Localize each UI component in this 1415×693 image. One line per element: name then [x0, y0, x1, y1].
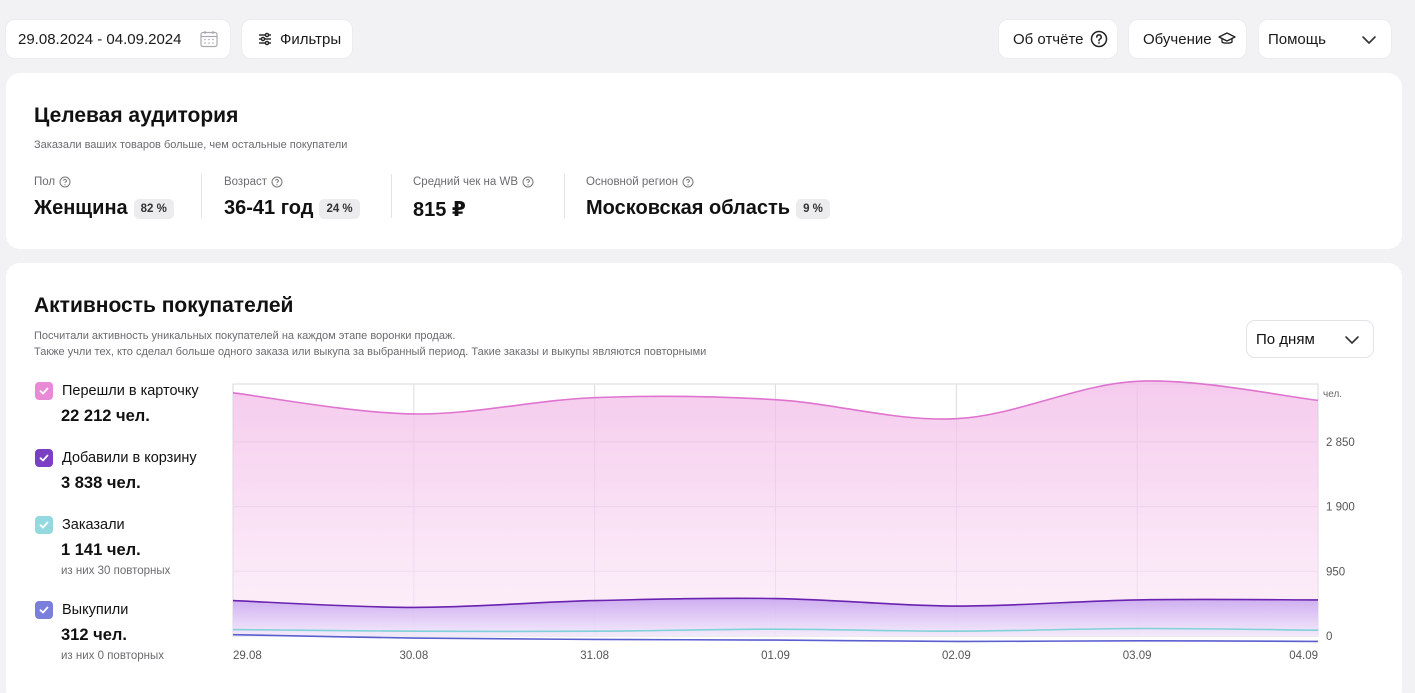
target-audience-card: Целевая аудитория Заказали ваших товаров… — [6, 73, 1402, 249]
x-tick-label: 03.09 — [1123, 650, 1152, 662]
activity-chart: 29.08 30.08 31.08 01.09 02.09 03.09 04.09 0 950 1… — [232, 380, 1355, 662]
learning-button[interactable]: Обучение — [1128, 19, 1247, 59]
divider — [564, 174, 565, 218]
y-tick-label: 2 850 — [1326, 437, 1355, 449]
help-label: Помощь — [1268, 30, 1326, 48]
y-tick-label: 0 — [1326, 631, 1332, 643]
series-ordered-line — [232, 627, 1319, 633]
metric-label: Возраст — [224, 176, 268, 188]
audience-title: Целевая аудитория — [34, 104, 239, 127]
metric-value: Московская область — [586, 197, 791, 219]
metric-value: Женщина — [34, 197, 128, 219]
period-select[interactable]: По дням — [1246, 320, 1374, 358]
metric-label: Основной регион — [586, 176, 679, 188]
chevron-down-icon — [1345, 336, 1359, 344]
legend-note: из них 0 повторных — [61, 650, 164, 662]
toolbar: 29.08.2024 - 04.09.2024 Фильтры Об отчёт… — [0, 19, 1415, 59]
date-range-text: 29.08.2024 - 04.09.2024 — [18, 30, 182, 48]
legend-value: 1 141 чел. — [61, 541, 141, 559]
legend-name: Выкупили — [62, 602, 129, 618]
help-dropdown[interactable]: Помощь — [1258, 19, 1392, 59]
metric-label: Средний чек на WB — [413, 176, 519, 188]
legend-item-card-visits[interactable]: Перешли в карточку 22 212 чел. — [35, 382, 199, 426]
help-icon[interactable] — [59, 176, 71, 188]
y-tick-label: 1 900 — [1326, 502, 1355, 514]
metric-gender: Пол Женщина 82 % — [34, 175, 174, 220]
legend-item-added-to-cart[interactable]: Добавили в корзину 3 838 чел. — [35, 449, 197, 493]
help-icon[interactable] — [682, 176, 694, 188]
activity-title: Активность покупателей — [34, 294, 294, 317]
date-range-picker[interactable]: 29.08.2024 - 04.09.2024 — [5, 19, 231, 59]
metric-label: Пол — [34, 176, 56, 188]
metric-percent: 9 % — [796, 198, 830, 219]
filters-label: Фильтры — [280, 30, 342, 48]
metric-average-check: Средний чек на WB 815 ₽ — [413, 175, 534, 222]
metric-percent: 24 % — [319, 198, 360, 219]
buyer-activity-card: Активность покупателей Посчитали активно… — [6, 263, 1402, 693]
legend-name: Добавили в корзину — [62, 450, 197, 466]
series-card-visits-line — [232, 380, 1319, 420]
y-tick-label: 950 — [1326, 566, 1345, 578]
x-tick-label: 01.09 — [761, 650, 790, 662]
metric-region: Основной регион Московская область 9 % — [586, 175, 830, 220]
calendar-icon — [200, 31, 218, 48]
filters-button[interactable]: Фильтры — [241, 19, 353, 59]
series-bought-line — [232, 633, 1319, 643]
series-added-to-cart-line — [232, 597, 1319, 609]
legend-value: 22 212 чел. — [61, 407, 150, 425]
y-unit-label: чел. — [1323, 389, 1342, 400]
legend-item-ordered[interactable]: Заказали 1 141 чел. из них 30 повторных — [35, 516, 170, 577]
x-tick-label: 31.08 — [580, 650, 609, 662]
help-icon[interactable] — [271, 176, 283, 188]
legend-name: Перешли в карточку — [62, 383, 199, 399]
legend-note: из них 30 повторных — [61, 565, 171, 577]
divider — [391, 174, 392, 218]
sliders-icon — [259, 32, 271, 46]
period-select-value: По дням — [1256, 330, 1315, 348]
legend-name: Заказали — [62, 517, 125, 533]
audience-subtitle: Заказали ваших товаров больше, чем остал… — [34, 139, 348, 151]
legend-value: 312 чел. — [61, 626, 127, 644]
x-tick-label: 02.09 — [942, 650, 971, 662]
x-tick-label: 29.08 — [233, 650, 262, 662]
checkbox-checked-icon[interactable] — [35, 382, 53, 400]
checkbox-checked-icon[interactable] — [35, 449, 53, 467]
series-added-to-cart-area — [233, 598, 1318, 636]
metric-percent: 82 % — [133, 198, 174, 219]
legend-item-bought[interactable]: Выкупили 312 чел. из них 0 повторных — [35, 601, 164, 662]
question-circle-icon — [1090, 30, 1107, 48]
about-report-button[interactable]: Об отчёте — [998, 19, 1118, 59]
legend-value: 3 838 чел. — [61, 474, 141, 492]
checkbox-checked-icon[interactable] — [35, 516, 53, 534]
activity-subtitle-line2: Также учли тех, кто сделал больше одного… — [34, 346, 707, 358]
about-label: Об отчёте — [1013, 30, 1084, 48]
chevron-down-icon — [1362, 36, 1376, 44]
graduation-cap-icon — [1217, 32, 1236, 44]
x-tick-label: 04.09 — [1289, 650, 1318, 662]
divider — [201, 174, 202, 218]
x-tick-label: 30.08 — [399, 650, 428, 662]
metric-value: 815 ₽ — [413, 199, 466, 221]
learning-label: Обучение — [1143, 30, 1212, 48]
activity-subtitle-line1: Посчитали активность уникальных покупате… — [34, 330, 456, 342]
series-card-visits-area — [233, 380, 1318, 636]
checkbox-checked-icon[interactable] — [35, 601, 53, 619]
metric-value: 36-41 год — [224, 197, 314, 219]
help-icon[interactable] — [522, 176, 534, 188]
metric-age: Возраст 36-41 год 24 % — [224, 175, 360, 220]
